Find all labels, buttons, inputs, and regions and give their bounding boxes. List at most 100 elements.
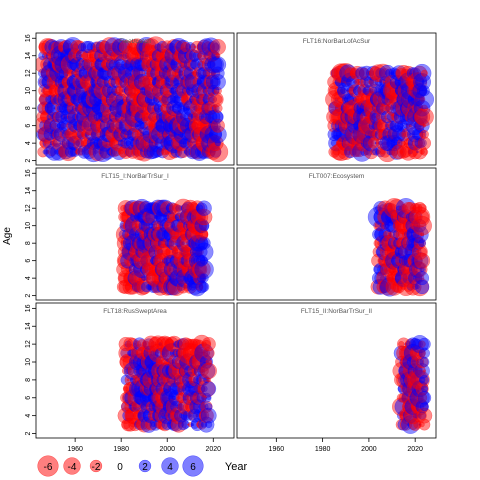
legend-label: 0 [117,462,123,473]
y-tick-label: 2 [25,431,32,435]
bubble [38,125,57,144]
panel-title: FLT18:RusSweptArea [103,308,167,315]
bubble [422,369,426,373]
bubble [415,271,430,286]
bubble [163,285,167,289]
bubble [123,201,138,216]
bubble [209,125,227,144]
bubble [421,79,428,85]
bubble [385,278,403,296]
bubble [415,284,420,290]
bubble [118,229,129,240]
bubble [414,252,431,269]
bubble [154,199,172,217]
bubble [331,91,347,108]
bubble [203,74,219,90]
bubble [349,146,361,158]
bubble [390,147,399,156]
x-axis-label: Year [225,461,248,473]
bubble [209,39,226,55]
panel-title: FLT15_I:NorBarTrSur_I [101,173,169,180]
bubble [381,110,394,124]
bubble [120,211,132,223]
bubble [142,112,151,122]
bubble [354,146,365,158]
bubble [371,112,381,122]
bubbles-fleet-catch [36,36,229,163]
x-tick-label: 1980 [113,446,129,453]
bubble [70,94,80,105]
bubble [376,269,394,287]
bubble [366,70,372,76]
bubble [352,142,372,162]
bubble [373,121,383,131]
bubble [186,212,195,222]
bubble [414,108,431,125]
bubble [145,270,162,286]
bubble [369,66,383,80]
bubble [204,403,213,411]
panel-fleet-catch: Fleet/catch 2 4 6 8 10 12 14 16 [25,32,235,166]
bubble [156,41,169,53]
bubble [419,129,429,139]
bubble [209,146,222,158]
bubble [58,144,74,160]
y-tick-label: 16 [25,169,32,177]
bubble [353,84,366,97]
panel-frame [35,32,235,166]
bubble [112,38,131,56]
y-tick-label: 16 [25,304,32,312]
bubble [388,263,400,276]
bubble [56,92,71,107]
bubble [340,109,356,125]
bubble [201,133,221,153]
bubble [51,128,63,141]
bubble [64,128,77,141]
bubble [414,89,435,110]
bubble [383,252,401,269]
bubble [163,278,181,296]
bubble [172,95,181,104]
bubble [354,68,365,78]
bubble [82,48,96,63]
bubble [189,200,205,216]
bubble [134,390,150,406]
bubble [68,147,78,157]
bubble [185,49,200,63]
bubble [211,86,220,95]
bubble [209,56,227,73]
bubble [201,337,216,352]
y-tick-label: 8 [25,241,32,245]
bubble [51,139,58,147]
bubble [189,203,200,214]
bubble [128,418,142,432]
panel-title: FLT007:Ecosystem [309,173,365,180]
panel-frame [35,167,235,301]
bubble [162,256,172,266]
x-tick-label: 2000 [159,446,175,453]
bubble [197,66,211,80]
bubble [211,43,220,51]
y-tick-label: 6 [25,124,32,128]
bubble [184,50,196,62]
bubble [143,144,159,160]
y-axis-label: Age [2,227,13,245]
bubble [366,112,376,122]
bubble [353,102,366,115]
y-tick-label: 12 [25,340,32,348]
bubble [417,247,427,257]
bubble [184,148,192,156]
bubble [195,204,204,213]
bubble [63,61,69,68]
bubble [145,414,148,417]
bubble [200,362,217,380]
bubble [122,52,130,59]
panel-flt15-ii: FLT15_II:NorBarTrSur_II 1960 1980 2000 2020 [236,302,437,453]
bubble [409,122,417,130]
bubble [150,220,161,231]
legend-label: 4 [167,462,173,473]
legend-label: 2 [142,462,148,473]
y-tick-label: 6 [25,259,32,263]
bubble [346,75,360,89]
